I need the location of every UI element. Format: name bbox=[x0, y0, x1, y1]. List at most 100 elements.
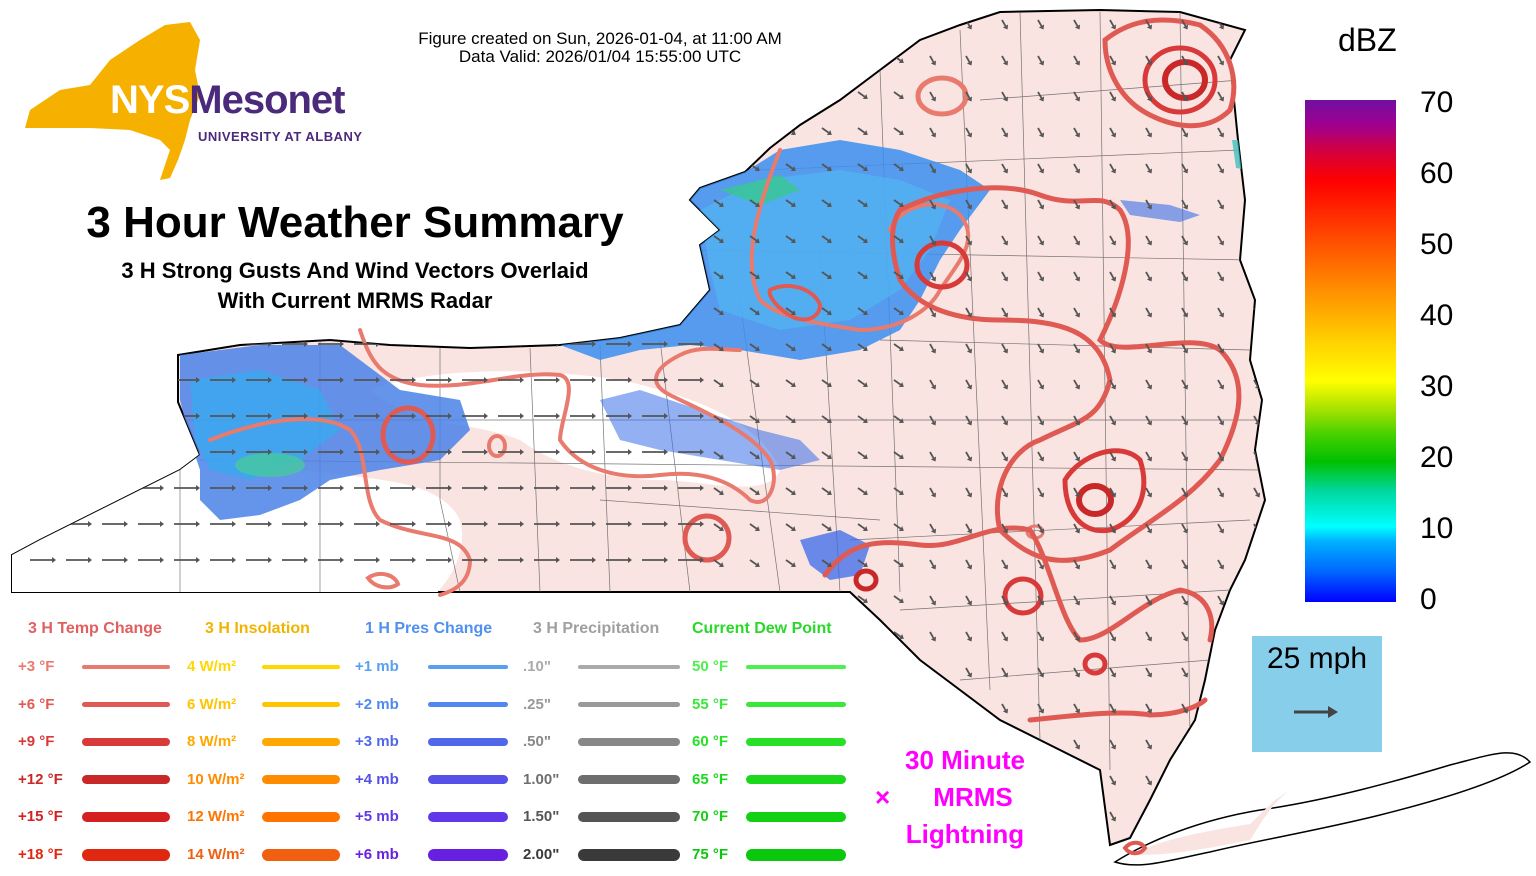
wind-vector bbox=[965, 91, 971, 99]
legend-label-dewpoint: 50 °F bbox=[692, 658, 729, 675]
wind-vector-head bbox=[340, 773, 344, 779]
legend-label-temp: +3 °F bbox=[18, 658, 55, 675]
wind-vector-head bbox=[1074, 384, 1081, 390]
wind-vector bbox=[893, 271, 902, 278]
wind-vector-head bbox=[862, 346, 868, 352]
wind-vector bbox=[1145, 631, 1151, 639]
wind-vector-head bbox=[966, 24, 973, 30]
legend-label-insolation: 6 W/m² bbox=[187, 695, 237, 713]
wind-vector-head bbox=[664, 593, 668, 599]
wind-vector-head bbox=[1002, 600, 1009, 606]
wind-vector-head bbox=[1218, 240, 1225, 246]
wind-vector bbox=[965, 487, 971, 495]
wind-vector bbox=[821, 415, 830, 422]
wind-vector bbox=[893, 559, 902, 566]
wind-vector-head bbox=[52, 341, 56, 347]
wind-vector-head bbox=[862, 598, 868, 604]
wind-vector bbox=[1217, 703, 1223, 711]
wind-vector-head bbox=[1254, 96, 1261, 102]
wind-vector bbox=[893, 235, 902, 242]
wind-vector-head bbox=[340, 629, 344, 635]
wind-vector bbox=[1145, 343, 1151, 351]
wind-vector-head bbox=[574, 22, 580, 28]
wind-vector bbox=[893, 19, 902, 26]
legend-swatch-dewpoint bbox=[746, 811, 846, 823]
wind-vector bbox=[1145, 55, 1151, 63]
legend-swatch-pressure bbox=[428, 701, 508, 708]
wind-vector bbox=[785, 559, 794, 566]
wind-vector bbox=[1217, 739, 1223, 747]
wind-vector-head bbox=[1038, 564, 1045, 570]
wind-vector bbox=[1253, 127, 1259, 135]
wind-vector bbox=[497, 19, 506, 26]
wind-vector bbox=[1109, 19, 1115, 27]
wind-vector-head bbox=[376, 449, 380, 455]
wind-vector-head bbox=[930, 456, 937, 462]
wind-vector-head bbox=[1146, 168, 1153, 174]
wind-vector bbox=[1181, 271, 1187, 279]
wind-vector bbox=[1145, 379, 1151, 387]
wind-vector bbox=[1109, 379, 1115, 387]
wind-vector-head bbox=[826, 418, 832, 424]
wind-vector-head bbox=[1146, 636, 1153, 642]
wind-vector bbox=[497, 127, 506, 134]
wind-vector-head bbox=[1039, 853, 1044, 858]
wind-vector-head bbox=[682, 310, 688, 316]
wind-vector bbox=[101, 163, 110, 170]
wind-vector bbox=[281, 55, 290, 62]
wind-vector-head bbox=[1074, 528, 1081, 534]
wind-vector bbox=[821, 379, 830, 386]
logo-nys: NYS bbox=[110, 78, 190, 122]
wind-vector-head bbox=[718, 526, 724, 532]
wind-vector bbox=[245, 55, 254, 62]
wind-vector bbox=[1181, 91, 1187, 99]
wind-vector-head bbox=[966, 672, 973, 678]
wind-vector bbox=[1217, 775, 1223, 783]
legend-label-precip: 1.50" bbox=[523, 808, 560, 825]
wind-vector-head bbox=[286, 58, 292, 64]
wind-vector-head bbox=[664, 377, 668, 383]
legend-label-insolation: 4 W/m² bbox=[187, 658, 237, 675]
wind-vector bbox=[857, 271, 866, 278]
wind-vector-head bbox=[196, 521, 200, 527]
legend-header-insolation: 3 H Insolation bbox=[205, 620, 310, 637]
vector-scale: 25 mph bbox=[1252, 636, 1382, 752]
wind-vector-head bbox=[1074, 420, 1081, 426]
wind-vector bbox=[569, 19, 578, 26]
wind-vector-head bbox=[790, 238, 796, 244]
wind-vector-head bbox=[718, 202, 724, 208]
wind-vector-head bbox=[160, 557, 164, 563]
wind-vector-head bbox=[628, 485, 632, 491]
wind-vector-head bbox=[1254, 276, 1261, 282]
wind-vector-head bbox=[1038, 600, 1045, 606]
wind-vector-head bbox=[430, 166, 436, 172]
wind-vector-head bbox=[898, 346, 904, 352]
wind-vector-head bbox=[340, 701, 344, 707]
wind-vector-head bbox=[52, 557, 56, 563]
wind-vector bbox=[1073, 487, 1079, 495]
wind-vector-head bbox=[862, 22, 868, 28]
wind-vector-head bbox=[574, 130, 580, 136]
wind-vector-head bbox=[898, 418, 904, 424]
wind-vector-head bbox=[1218, 384, 1225, 390]
wind-vector-head bbox=[1146, 204, 1153, 210]
wind-vector bbox=[1037, 451, 1043, 459]
wind-vector bbox=[281, 19, 290, 26]
wind-vector bbox=[929, 415, 935, 423]
wind-vector bbox=[65, 19, 74, 26]
wind-vector-head bbox=[930, 636, 937, 642]
wind-vector bbox=[821, 91, 830, 98]
wind-vector-head bbox=[1003, 853, 1008, 858]
wind-vector-head bbox=[88, 377, 92, 383]
wind-vector-head bbox=[520, 449, 524, 455]
wind-vector bbox=[749, 559, 758, 566]
logo-mesonet: Mesonet bbox=[189, 78, 345, 122]
wind-vector-head bbox=[592, 377, 596, 383]
wind-vector-head bbox=[790, 598, 796, 604]
wind-vector bbox=[1001, 487, 1007, 495]
wind-vector-head bbox=[1038, 420, 1045, 426]
wind-vector-head bbox=[1110, 780, 1117, 786]
wind-vector bbox=[713, 559, 722, 566]
wind-vector bbox=[965, 271, 971, 279]
